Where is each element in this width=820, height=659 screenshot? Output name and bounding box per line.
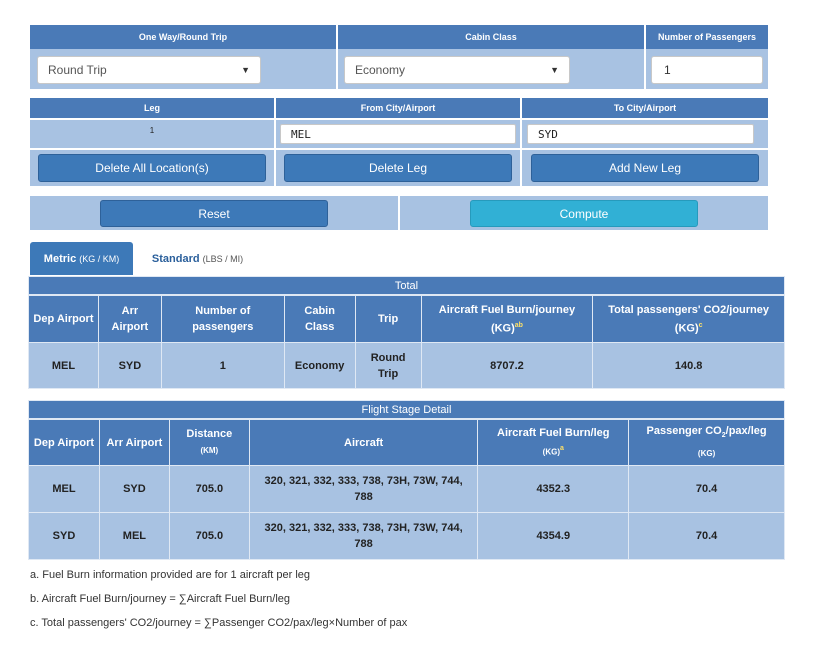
passengers-value: 1	[160, 342, 285, 389]
tab-standard[interactable]: Standard (LBS / MI)	[151, 252, 244, 265]
col-dep-airport: Dep Airport	[28, 419, 100, 466]
tab-metric[interactable]: Metric (KG / KM)	[30, 242, 133, 275]
to-city-input[interactable]: SYD	[527, 124, 754, 144]
table-row: SYD MEL 705.0 320, 321, 332, 333, 738, 7…	[28, 512, 785, 560]
col-fuel-burn-leg: Aircraft Fuel Burn/leg (KG)a	[477, 419, 630, 466]
col-co2-pax-leg: Passenger CO2/pax/leg (KG)	[628, 419, 785, 466]
chevron-down-icon: ▼	[241, 65, 250, 75]
col-distance: Distance (KM)	[168, 419, 250, 466]
passengers-header: Number of Passengers	[646, 25, 768, 49]
trip-type-header: One Way/Round Trip	[30, 25, 336, 49]
col-arr-airport: Arr Airport	[98, 419, 170, 466]
compute-button[interactable]: Compute	[470, 200, 698, 227]
fuel-burn-value: 8707.2	[420, 342, 594, 389]
cabin-class-value: Economy	[283, 342, 356, 389]
leg-number-cell: 1	[30, 120, 274, 148]
arr-airport-value: SYD	[98, 465, 170, 513]
col-num-passengers: Number of passengers	[160, 295, 285, 343]
aircraft-value: 320, 321, 332, 333, 738, 73H, 73W, 744, …	[248, 465, 479, 513]
col-arr-airport: Arr Airport	[97, 295, 162, 343]
fuel-burn-value: 4354.9	[477, 512, 630, 560]
distance-value: 705.0	[168, 465, 250, 513]
total-table: Total Dep Airport Arr Airport Number of …	[28, 276, 785, 389]
footnote-b: b. Aircraft Fuel Burn/journey = ∑Aircraf…	[30, 593, 291, 605]
delete-all-button[interactable]: Delete All Location(s)	[38, 154, 266, 182]
cabin-class-header: Cabin Class	[338, 25, 644, 49]
table-row: MEL SYD 1 Economy Round Trip 8707.2 140.…	[28, 342, 785, 389]
trip-value: Round Trip	[354, 342, 422, 389]
passengers-input[interactable]: 1	[651, 56, 763, 84]
col-fuel-burn-journey: Aircraft Fuel Burn/journey (KG)ab	[420, 295, 594, 343]
col-dep-airport: Dep Airport	[28, 295, 99, 343]
arr-airport-value: MEL	[98, 512, 170, 560]
leg-number: 1	[149, 126, 155, 135]
total-header-row: Dep Airport Arr Airport Number of passen…	[28, 295, 785, 343]
fuel-burn-value: 4352.3	[477, 465, 630, 513]
leg-header: Leg	[30, 98, 274, 118]
reset-button[interactable]: Reset	[100, 200, 328, 227]
cabin-class-value: Economy	[355, 63, 406, 77]
add-leg-button[interactable]: Add New Leg	[531, 154, 759, 182]
table-row: MEL SYD 705.0 320, 321, 332, 333, 738, 7…	[28, 465, 785, 513]
stage-header-row: Dep Airport Arr Airport Distance (KM) Ai…	[28, 419, 785, 466]
col-co2-journey: Total passengers' CO2/journey (KG)c	[592, 295, 785, 343]
col-aircraft: Aircraft	[248, 419, 479, 466]
co2-value: 140.8	[592, 342, 785, 389]
stage-table: Flight Stage Detail Dep Airport Arr Airp…	[28, 400, 785, 560]
from-header: From City/Airport	[276, 98, 520, 118]
cabin-class-select[interactable]: Economy ▼	[344, 56, 570, 84]
dep-airport-value: SYD	[28, 512, 100, 560]
footnote-a: a. Fuel Burn information provided are fo…	[30, 569, 311, 581]
trip-type-value: Round Trip	[48, 63, 107, 77]
trip-type-select[interactable]: Round Trip ▼	[37, 56, 261, 84]
total-caption: Total	[28, 276, 785, 295]
distance-value: 705.0	[168, 512, 250, 560]
aircraft-value: 320, 321, 332, 333, 738, 73H, 73W, 744, …	[248, 512, 479, 560]
co2-value: 70.4	[628, 465, 785, 513]
dep-airport-value: MEL	[28, 465, 100, 513]
co2-value: 70.4	[628, 512, 785, 560]
footnote-c: c. Total passengers' CO2/journey = ∑Pass…	[30, 617, 408, 629]
chevron-down-icon: ▼	[550, 65, 559, 75]
from-city-input[interactable]: MEL	[280, 124, 516, 144]
dep-airport-value: MEL	[28, 342, 99, 389]
col-trip: Trip	[354, 295, 422, 343]
stage-caption: Flight Stage Detail	[28, 400, 785, 419]
arr-airport-value: SYD	[97, 342, 162, 389]
delete-leg-button[interactable]: Delete Leg	[284, 154, 512, 182]
to-header: To City/Airport	[522, 98, 768, 118]
col-cabin-class: Cabin Class	[283, 295, 356, 343]
